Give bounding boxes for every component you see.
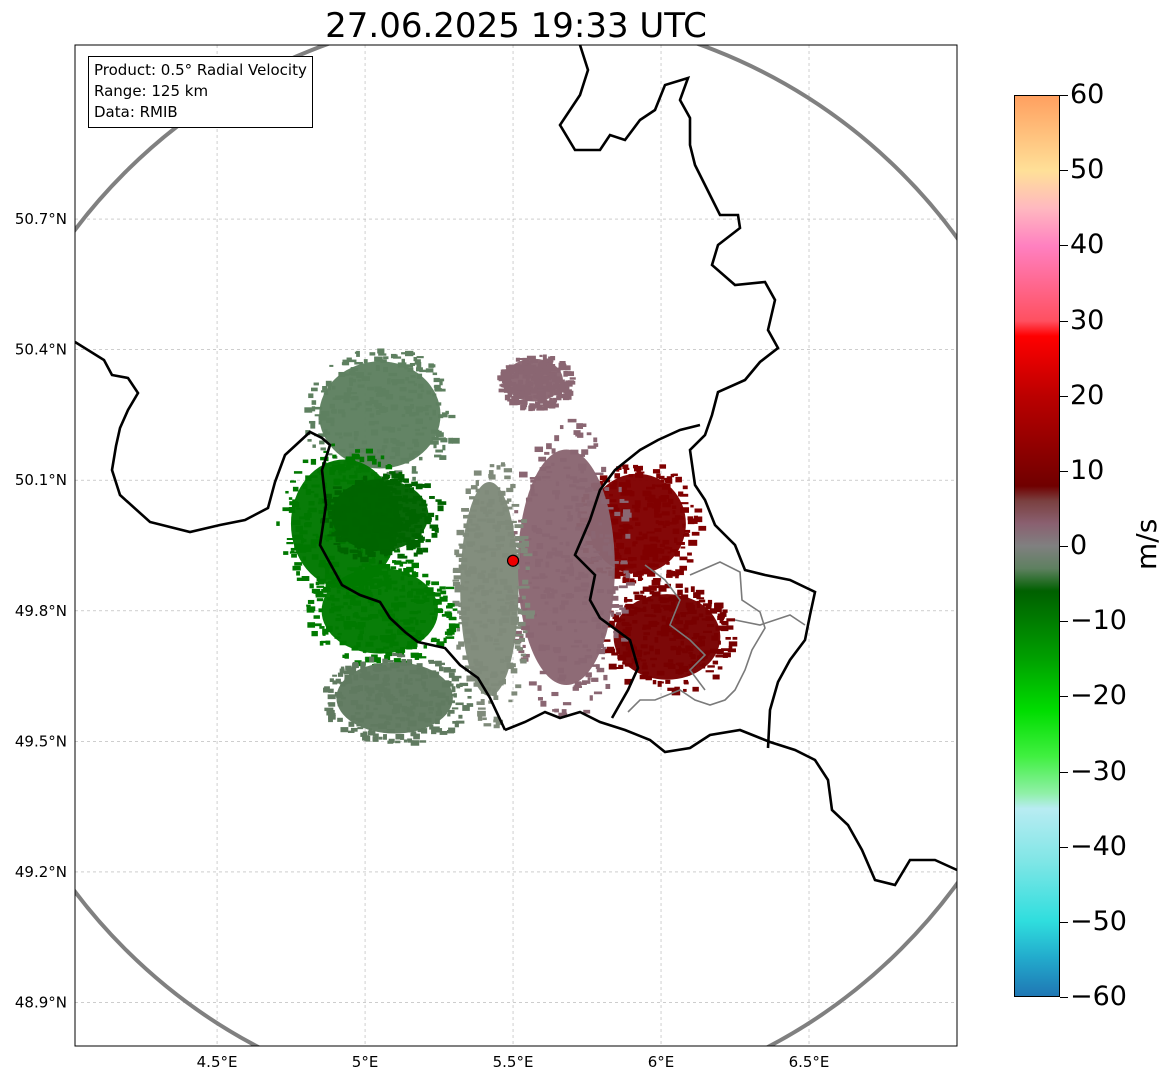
lat-tick-label: 50.1°N	[15, 471, 67, 489]
info-box: Product: 0.5° Radial Velocity Range: 125…	[88, 56, 313, 128]
lat-tick-label: 50.4°N	[15, 341, 67, 359]
colorbar-tick-label: 0	[1070, 530, 1088, 561]
border-luxembourg-cantons	[644, 564, 806, 691]
colorbar-tick-mark	[1060, 245, 1068, 247]
echo-zero-center	[452, 462, 535, 729]
colorbar-tick-label: −30	[1070, 755, 1127, 787]
lon-tick-label: 4.5°E	[197, 1053, 238, 1071]
lat-tick-label: 49.2°N	[15, 863, 67, 881]
colorbar-tick-mark	[1060, 771, 1068, 773]
colorbar-tick-label: 10	[1070, 454, 1105, 486]
echo-mauve-north	[497, 354, 576, 412]
colorbar-tick-mark	[1060, 997, 1068, 998]
echo-inbound-grey-south	[323, 652, 474, 746]
info-data-source: Data: RMIB	[94, 103, 178, 121]
colorbar-tick-label: 60	[1070, 79, 1105, 110]
border-luxembourg-belgium	[573, 423, 701, 719]
country-borders	[75, 45, 957, 887]
colorbar-tick-mark	[1060, 470, 1068, 472]
map-title: 27.06.2025 19:33 UTC	[325, 6, 707, 46]
colorbar-tick-label: 30	[1070, 304, 1105, 336]
colorbar-tick-mark	[1060, 621, 1068, 623]
lon-tick-label: 6.5°E	[789, 1053, 830, 1071]
colorbar-tick-mark	[1060, 170, 1068, 172]
colorbar-tick-mark	[1060, 320, 1068, 322]
colorbar-tick-label: −50	[1070, 905, 1127, 937]
colorbar-unit: m/s	[1130, 518, 1163, 570]
colorbar-tick-mark	[1060, 95, 1068, 96]
radar-site-marker	[506, 554, 520, 567]
lat-tick-label: 49.8°N	[15, 602, 67, 620]
border-belgium-luxembourg-germany	[558, 45, 817, 749]
colorbar-tick-mark	[1060, 696, 1068, 698]
colorbar-tick-label: −10	[1070, 605, 1127, 637]
longitude-ticks: 4.5°E 5°E 5.5°E 6°E 6.5°E	[197, 1053, 830, 1071]
colorbar-tick-mark	[1060, 921, 1068, 923]
colorbar-tick-label: 40	[1070, 229, 1105, 261]
lon-tick-label: 5°E	[352, 1053, 379, 1071]
border-germany-interior	[627, 561, 766, 713]
colorbar-tick-label: −40	[1070, 830, 1127, 862]
echo-outbound-core	[600, 583, 738, 696]
lon-tick-label: 6°E	[648, 1053, 675, 1071]
colorbar-tick-mark	[1060, 846, 1068, 848]
info-product: Product: 0.5° Radial Velocity	[94, 61, 307, 79]
lat-tick-label: 50.7°N	[15, 210, 67, 228]
border-luxembourg-france	[504, 710, 957, 887]
colorbar-tick-label: −60	[1070, 981, 1127, 1012]
colorbar-tick-mark	[1060, 546, 1068, 547]
colorbar-tick-label: 50	[1070, 154, 1105, 186]
latitude-ticks: 48.9°N 49.2°N 49.5°N 49.8°N 50.1°N 50.4°N 50.7…	[15, 210, 67, 1011]
border-belgium-france	[75, 340, 507, 731]
lon-tick-label: 5.5°E	[493, 1053, 534, 1071]
colorbar	[1014, 95, 1060, 997]
colorbar-tick-label: −20	[1070, 680, 1127, 712]
colorbar-tick-mark	[1060, 395, 1068, 397]
colorbar-tick-label: 20	[1070, 379, 1105, 411]
info-range: Range: 125 km	[94, 82, 209, 100]
lat-tick-label: 48.9°N	[15, 993, 67, 1011]
lat-tick-label: 49.5°N	[15, 732, 67, 750]
plot-frame	[74, 44, 958, 1047]
